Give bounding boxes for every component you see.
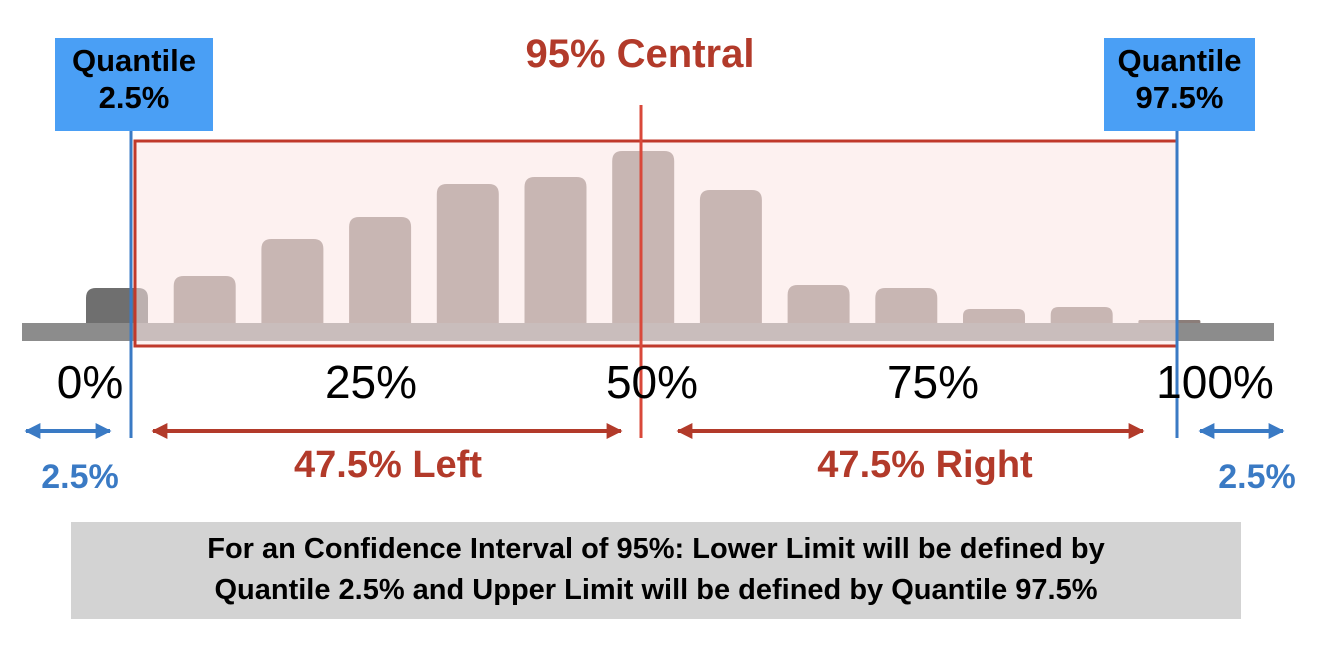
central-region <box>133 139 1179 348</box>
tick-label-0: 0% <box>56 356 124 408</box>
caption-line-2: Quantile 2.5% and Upper Limit will be de… <box>214 574 1098 606</box>
caption-box: For an Confidence Interval of 95%: Lower… <box>71 522 1241 619</box>
quantile-high-label: Quantile <box>1117 43 1242 78</box>
quantile-low-value: 2.5% <box>98 80 170 115</box>
quantile-high-box: Quantile 97.5% <box>1104 38 1255 131</box>
central-title: 95% Central <box>525 32 755 76</box>
quantile-low-label: Quantile <box>71 43 196 78</box>
tick-label-75: 75% <box>886 356 980 408</box>
tick-label-100: 100% <box>1156 356 1274 408</box>
left-central-label: 47.5% Left <box>294 444 482 486</box>
right-tail-label: 2.5% <box>1218 458 1296 496</box>
quantile-low-box: Quantile 2.5% <box>55 38 213 131</box>
caption-line-1: For an Confidence Interval of 95%: Lower… <box>207 533 1105 565</box>
tick-label-25: 25% <box>324 356 418 408</box>
quantile-high-value: 97.5% <box>1135 80 1224 115</box>
left-tail-label: 2.5% <box>41 458 119 496</box>
right-central-label: 47.5% Right <box>817 444 1033 486</box>
tick-label-50: 50% <box>605 356 699 408</box>
